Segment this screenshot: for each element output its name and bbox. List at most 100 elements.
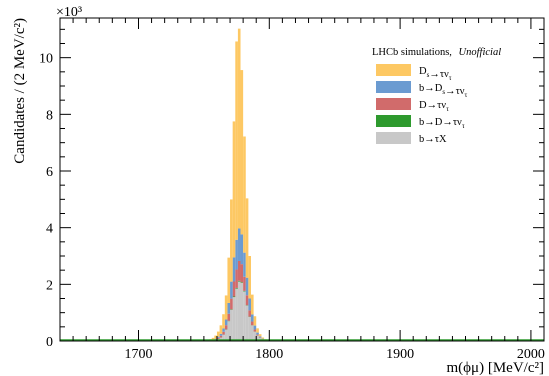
bar-b→D→τν_τ-1776 <box>237 280 241 282</box>
bar-b→τX-1768 <box>227 321 231 341</box>
bar-D_s→τν_τ-1786 <box>250 294 254 315</box>
bar-D_s→τν_τ-1784 <box>248 256 251 299</box>
x-tick-label: 1700 <box>124 347 152 362</box>
bar-b→τX-1770 <box>230 309 233 341</box>
bar-b→D→τν_τ-1780 <box>243 290 246 292</box>
x-tick-label: 2000 <box>517 347 545 362</box>
bar-D→τν_τ-1760 <box>216 337 220 339</box>
y-tick-label: 0 <box>46 335 53 350</box>
y-tick-label: 4 <box>46 222 53 237</box>
y-tick-label: 2 <box>46 278 53 293</box>
histogram-bars <box>60 28 544 341</box>
y-axis-title: Candidates / (2 MeV/c²) <box>12 18 28 164</box>
bar-b→τX-1776 <box>237 281 241 341</box>
bar-b→D_s→τν_τ-1776 <box>237 228 241 261</box>
bar-b→D_s→τν_τ-1784 <box>248 298 251 311</box>
y-tick-label: 8 <box>46 108 53 123</box>
y-tick-label: 10 <box>39 52 53 67</box>
bar-b→D_s→τν_τ-1772 <box>232 257 236 282</box>
bar-b→τX-1788 <box>253 331 257 341</box>
bar-b→D_s→τν_τ-1774 <box>235 239 238 270</box>
bar-D→τν_τ-1772 <box>232 281 236 297</box>
bar-b→τX-1790 <box>256 335 259 341</box>
bar-b→D_s→τν_τ-1768 <box>227 302 231 314</box>
bar-b→D→τν_τ-1772 <box>232 296 236 298</box>
legend-swatch <box>376 64 411 76</box>
bar-D_s→τν_τ-1778 <box>240 70 244 235</box>
bar-D_s→τν_τ-1762 <box>219 325 223 334</box>
bar-D_s→τν_τ-1770 <box>230 199 233 282</box>
bar-b→D→τν_τ-1774 <box>235 287 238 289</box>
bar-b→τX-1786 <box>250 325 254 341</box>
legend-title: LHCb simulations, Unofficial <box>372 47 501 58</box>
bar-D_s→τν_τ-1790 <box>256 328 259 333</box>
plot-frame <box>59 17 545 342</box>
bar-D→τν_τ-1788 <box>253 329 257 332</box>
legend-swatch <box>376 81 411 93</box>
bar-b→D_s→τν_τ-1764 <box>222 328 225 332</box>
bar-b→τX-1772 <box>232 297 236 341</box>
bar-b→D_s→τν_τ-1766 <box>224 319 228 326</box>
bar-D_s→τν_τ-1782 <box>245 198 249 278</box>
legend-title-italic: Unofficial <box>459 47 502 58</box>
bar-b→τX-1782 <box>245 305 249 341</box>
bar-D_s→τν_τ-1772 <box>232 121 236 258</box>
bar-b→D_s→τν_τ-1790 <box>256 332 259 335</box>
axis-tick-labels: 1700 1800 1900 2000 0 2 4 6 8 10 <box>39 52 545 362</box>
bar-b→τX-1778 <box>240 282 244 341</box>
y-multiplier: ×10³ <box>56 5 82 20</box>
bar-D→τν_τ-1780 <box>243 276 246 291</box>
bar-D_s→τν_τ-1774 <box>235 41 238 240</box>
bar-D→τν_τ-1774 <box>235 269 238 288</box>
bar-D→τν_τ-1790 <box>256 334 259 336</box>
bar-D→τν_τ-1782 <box>245 295 249 306</box>
bar-b→D→τν_τ-1778 <box>240 282 244 283</box>
y-tick-label: 6 <box>46 165 53 180</box>
legend-label: b→D→τντ <box>419 117 465 130</box>
bar-b→τX-1784 <box>248 316 251 341</box>
bar-D→τν_τ-1770 <box>230 298 233 310</box>
bar-D→τν_τ-1784 <box>248 310 251 317</box>
legend-label: Ds→τντ <box>419 66 452 82</box>
x-tick-label: 1800 <box>255 347 283 362</box>
bar-b→D_s→τν_τ-1788 <box>253 325 257 330</box>
bar-b→τX-1764 <box>222 334 225 341</box>
bar-D_s→τν_τ-1758 <box>214 335 217 339</box>
bar-D_s→τν_τ-1766 <box>224 295 228 320</box>
legend-swatch <box>376 98 411 110</box>
bar-D→τν_τ-1776 <box>237 260 241 281</box>
legend-label: b→τX <box>419 134 447 145</box>
bar-b→τX-1774 <box>235 288 238 341</box>
bar-b→τX-1780 <box>243 291 246 341</box>
bar-D→τν_τ-1768 <box>227 313 231 321</box>
legend-swatch <box>376 115 411 127</box>
bar-D→τν_τ-1764 <box>222 331 225 335</box>
legend-title-main: LHCb simulations, <box>372 47 452 58</box>
x-tick-label: 1900 <box>386 347 414 362</box>
legend: LHCb simulations, Unofficial Ds→τντb→Ds→… <box>372 47 501 145</box>
bar-b→D_s→τν_τ-1770 <box>230 281 233 299</box>
bar-D→τν_τ-1786 <box>250 321 254 326</box>
bar-D→τν_τ-1778 <box>240 264 244 283</box>
legend-label: D→τντ <box>419 100 449 113</box>
bar-D→τν_τ-1762 <box>219 335 223 338</box>
bar-D_s→τν_τ-1760 <box>216 331 220 337</box>
x-axis-title: m(ϕμ) [MeV/c²] <box>447 360 545 376</box>
bar-b→D_s→τν_τ-1782 <box>245 277 249 296</box>
bar-D_s→τν_τ-1780 <box>243 136 246 253</box>
bar-D_s→τν_τ-1794 <box>261 337 265 339</box>
bar-D→τν_τ-1766 <box>224 325 228 330</box>
bar-b→D_s→τν_τ-1780 <box>243 252 246 277</box>
bar-b→D_s→τν_τ-1792 <box>258 336 262 338</box>
bar-D_s→τν_τ-1764 <box>222 314 225 329</box>
bar-D_s→τν_τ-1768 <box>227 257 231 303</box>
bar-b→τX-1766 <box>224 329 228 341</box>
bar-b→D_s→τν_τ-1762 <box>219 333 223 336</box>
bar-b→D_s→τν_τ-1786 <box>250 314 254 322</box>
axis-ticks <box>60 18 544 342</box>
legend-label: b→Ds→τντ <box>419 83 468 99</box>
bar-b→D_s→τν_τ-1760 <box>216 336 220 338</box>
bar-D_s→τν_τ-1788 <box>253 316 257 326</box>
